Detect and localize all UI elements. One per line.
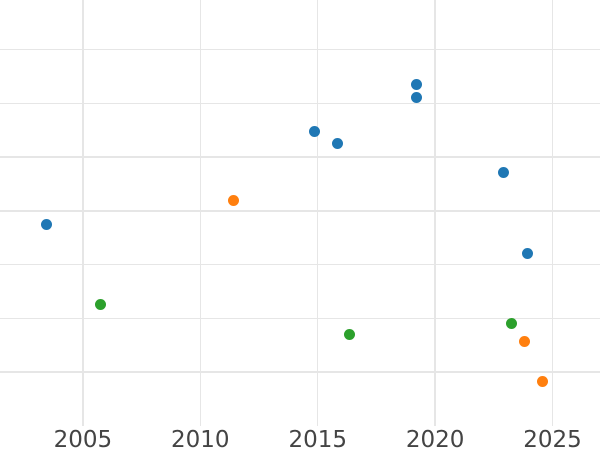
gridline-vertical xyxy=(199,0,202,426)
x-axis: 2005 2010 2015 2020 2025 xyxy=(0,426,600,450)
data-point-orange-1 xyxy=(518,335,530,347)
x-tick-label-2010: 2010 xyxy=(171,427,230,450)
data-point-blue-2 xyxy=(332,137,344,149)
x-tick-label-2005: 2005 xyxy=(53,427,113,450)
gridline-horizontal xyxy=(0,156,600,158)
data-point-green-0 xyxy=(95,298,107,310)
gridline-horizontal xyxy=(0,263,600,266)
gridline-vertical xyxy=(82,0,84,426)
x-tick-label-2020: 2020 xyxy=(405,427,465,450)
data-point-green-1 xyxy=(344,329,356,341)
plot-area xyxy=(0,0,600,426)
gridline-horizontal xyxy=(0,371,600,373)
gridline-vertical xyxy=(316,0,319,426)
data-point-green-2 xyxy=(505,318,517,330)
data-point-blue-3 xyxy=(411,78,423,90)
gridline-horizontal xyxy=(0,210,600,212)
gridline-horizontal xyxy=(0,102,600,105)
gridline-horizontal xyxy=(0,48,600,51)
x-tick-label-2015: 2015 xyxy=(288,427,347,450)
gridline-vertical xyxy=(434,0,436,426)
data-point-blue-4 xyxy=(411,92,423,104)
data-point-orange-2 xyxy=(536,376,548,388)
data-point-blue-6 xyxy=(521,247,533,259)
gridline-vertical xyxy=(551,0,554,426)
data-point-blue-5 xyxy=(497,167,509,179)
data-point-blue-0 xyxy=(40,219,52,231)
gridline-horizontal xyxy=(0,317,600,320)
data-point-orange-0 xyxy=(227,194,239,206)
data-point-blue-1 xyxy=(309,126,321,138)
x-tick-label-2025: 2025 xyxy=(523,427,582,450)
